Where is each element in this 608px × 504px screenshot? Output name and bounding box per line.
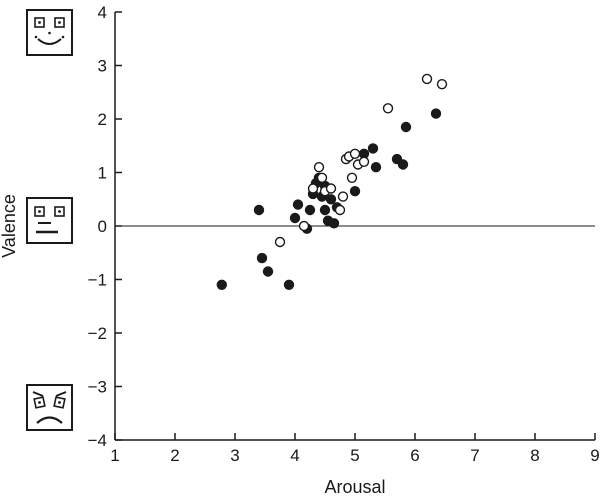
filled-markers-point xyxy=(370,161,382,173)
filled-markers-point xyxy=(304,204,316,216)
y-tick-label: 2 xyxy=(98,110,107,129)
open-markers-point xyxy=(298,220,310,232)
filled-markers-point xyxy=(397,159,409,170)
filled-markers-point xyxy=(292,199,304,210)
x-tick-label: 1 xyxy=(110,446,119,465)
open-markers-point xyxy=(358,156,370,168)
open-markers-point xyxy=(334,204,346,216)
x-tick-label: 7 xyxy=(470,446,479,465)
y-tick-label: −2 xyxy=(88,324,107,343)
y-tick-label: 0 xyxy=(98,217,107,236)
filled-markers-point xyxy=(328,218,340,229)
open-markers-point xyxy=(307,183,319,194)
x-tick-label: 6 xyxy=(410,446,419,465)
open-markers-point xyxy=(316,172,328,184)
filled-markers-point xyxy=(216,279,228,290)
open-markers-point xyxy=(349,148,361,160)
filled-markers-point xyxy=(256,252,268,264)
y-tick-label: 3 xyxy=(98,57,107,76)
open-markers-point xyxy=(313,161,325,173)
filled-markers-point xyxy=(430,108,442,119)
x-tick-label: 4 xyxy=(290,446,299,465)
open-markers-point xyxy=(346,172,358,184)
axes xyxy=(114,12,595,441)
open-markers-point xyxy=(382,103,394,114)
filled-markers-point xyxy=(289,212,301,224)
filled-markers-point xyxy=(283,279,295,290)
open-markers-point xyxy=(325,183,337,194)
x-tick-label: 8 xyxy=(530,446,539,465)
open-markers-point xyxy=(436,78,448,90)
x-axis-label: Arousal xyxy=(324,477,385,497)
filled-markers-point xyxy=(262,266,274,277)
y-axis-label: Valence xyxy=(0,194,19,258)
neutral-face-icon xyxy=(26,197,73,244)
filled-markers-point xyxy=(319,204,331,216)
filled-markers-point xyxy=(325,194,337,205)
open-markers-point xyxy=(274,236,286,248)
y-tick-label: −4 xyxy=(88,431,107,450)
open-markers-point xyxy=(337,191,349,202)
tick-marks xyxy=(114,11,596,441)
x-tick-label: 2 xyxy=(170,446,179,465)
x-tick-label: 5 xyxy=(350,446,359,465)
y-tick-label: −3 xyxy=(88,378,107,397)
sad-face-icon xyxy=(26,384,73,431)
happy-face-icon xyxy=(26,9,73,56)
y-tick-label: 4 xyxy=(98,3,107,22)
filled-markers-point xyxy=(349,185,361,197)
open-markers-point xyxy=(421,73,433,85)
x-tick-label: 3 xyxy=(230,446,239,465)
y-tick-label: −1 xyxy=(88,271,107,290)
filled-markers-point xyxy=(400,121,412,133)
filled-markers-point xyxy=(253,204,265,216)
filled-markers-point xyxy=(367,143,379,154)
tick-labels: 1 2 3 4 5 6 7 8 9 −4 −3 −2 −1 0 1 2 3 4 xyxy=(88,3,600,465)
y-tick-label: 1 xyxy=(98,164,107,183)
data-points xyxy=(216,73,448,290)
x-tick-label: 9 xyxy=(590,446,599,465)
